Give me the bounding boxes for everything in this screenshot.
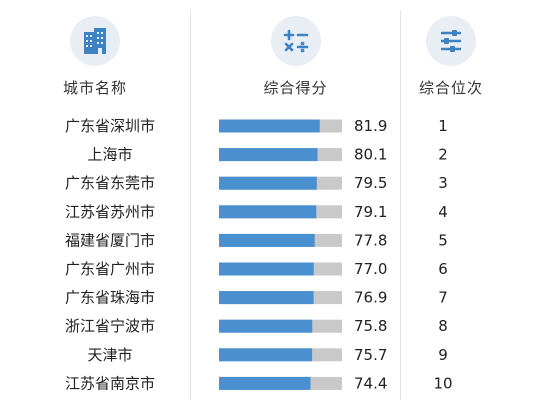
score-value-label: 77.8 xyxy=(354,231,387,249)
city-label: 江苏省苏州市 xyxy=(65,203,155,221)
city-label: 广东省东莞市 xyxy=(65,174,155,192)
score-bar xyxy=(219,348,313,362)
rank-label: 5 xyxy=(438,231,448,249)
rank-label: 3 xyxy=(438,174,448,192)
city-label: 广东省深圳市 xyxy=(65,117,155,135)
city-label: 天津市 xyxy=(87,346,132,364)
column-divider-right xyxy=(400,10,401,400)
score-value-label: 75.8 xyxy=(354,317,387,335)
score-bar xyxy=(219,376,311,390)
city-label: 广东省珠海市 xyxy=(65,289,155,307)
city-label: 福建省厦门市 xyxy=(65,231,155,249)
score-value-label: 80.1 xyxy=(354,146,387,164)
city-label: 上海市 xyxy=(87,146,132,164)
score-value-label: 76.9 xyxy=(354,289,387,307)
score-bar xyxy=(219,205,317,219)
score-bar xyxy=(219,148,318,162)
rank-column-header: 综合位次 xyxy=(401,10,501,110)
score-bar xyxy=(219,291,314,305)
score-bar xyxy=(219,176,317,190)
city-label: 广东省广州市 xyxy=(65,260,155,278)
city-label: 浙江省宁波市 xyxy=(65,317,155,335)
rank-label: 10 xyxy=(433,374,452,392)
rank-label: 2 xyxy=(438,146,448,164)
score-bar xyxy=(219,319,313,333)
city-column-header: 城市名称 xyxy=(0,10,190,110)
score-value-label: 79.5 xyxy=(354,174,387,192)
rank-header-label: 综合位次 xyxy=(418,79,483,97)
score-value-label: 75.7 xyxy=(354,346,387,364)
score-bar xyxy=(219,233,315,247)
rank-label: 6 xyxy=(438,260,448,278)
score-bar xyxy=(219,119,320,133)
rank-label: 8 xyxy=(438,317,448,335)
rank-label: 9 xyxy=(438,346,448,364)
score-bar xyxy=(219,262,314,276)
calculator-icon xyxy=(270,16,321,66)
score-value-label: 79.1 xyxy=(354,203,387,221)
city-header-label: 城市名称 xyxy=(62,79,127,97)
score-value-label: 81.9 xyxy=(354,117,387,135)
score-column-header: 综合得分 xyxy=(191,10,400,110)
building-icon xyxy=(70,16,120,66)
score-value-label: 74.4 xyxy=(354,374,387,392)
column-divider-left xyxy=(190,10,191,400)
rank-label: 7 xyxy=(438,289,448,307)
score-value-label: 77.0 xyxy=(354,260,387,278)
city-label: 江苏省南京市 xyxy=(65,374,155,392)
sliders-icon xyxy=(426,16,476,66)
rank-label: 1 xyxy=(438,117,448,135)
score-header-label: 综合得分 xyxy=(263,79,328,97)
rank-label: 4 xyxy=(438,203,448,221)
